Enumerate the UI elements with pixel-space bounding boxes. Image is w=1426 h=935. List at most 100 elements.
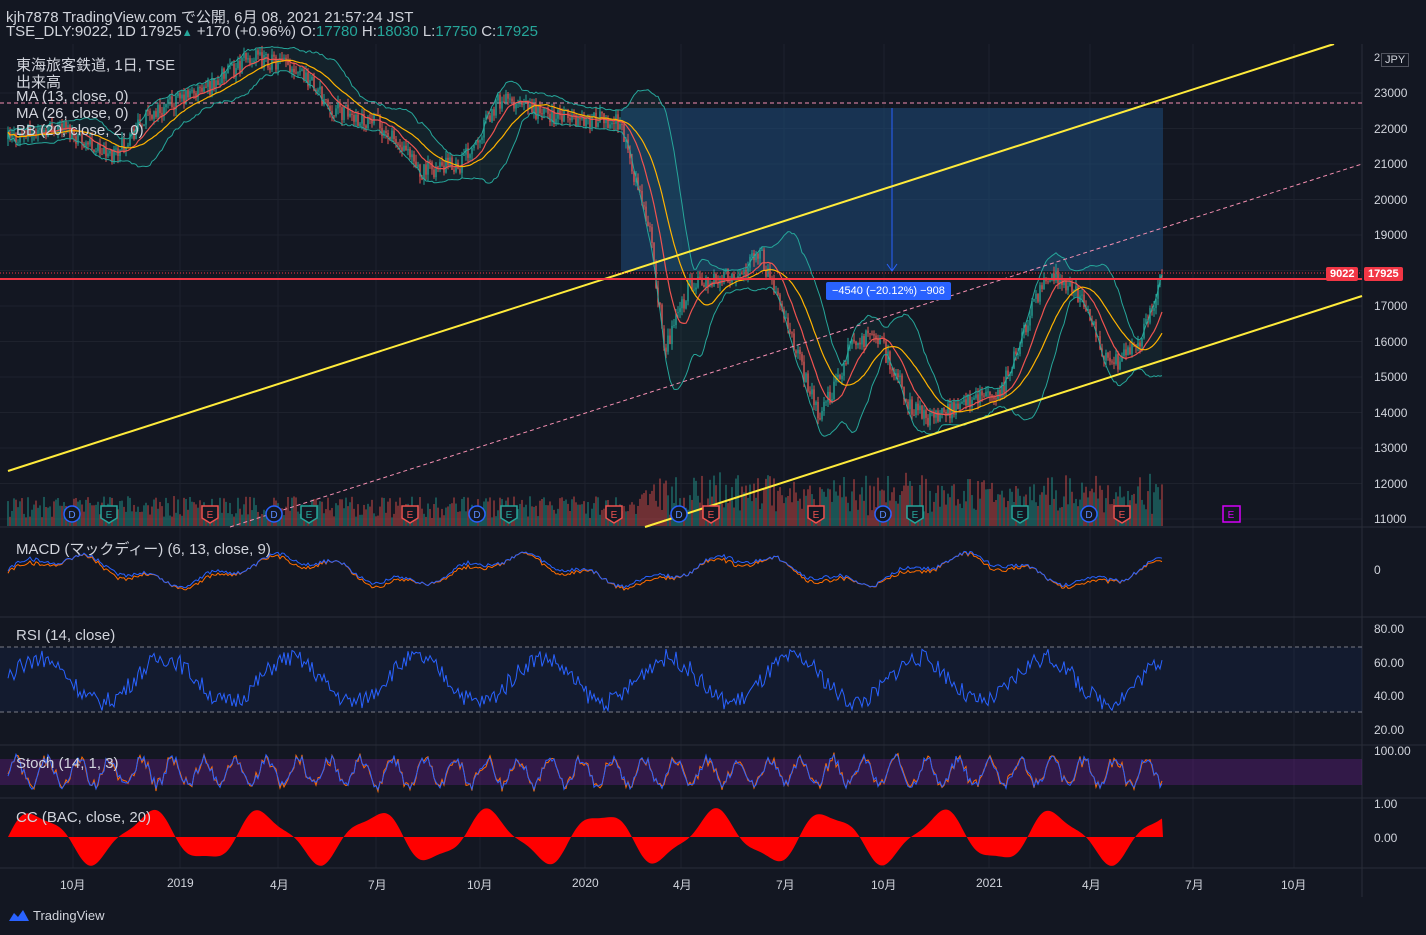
volume-bar — [1007, 500, 1009, 526]
volume-bar — [979, 498, 981, 526]
legend-ma26[interactable]: MA (26, close, 0) — [16, 105, 129, 122]
candle — [85, 142, 87, 148]
volume-bar — [635, 513, 637, 526]
volume-bar — [491, 517, 493, 526]
volume-bar — [223, 498, 225, 526]
candle — [243, 53, 245, 58]
cc-label[interactable]: CC (BAC, close, 20) — [16, 809, 152, 826]
candle — [409, 148, 411, 158]
volume-bar — [465, 511, 467, 526]
dividend-marker-label: D — [68, 510, 75, 521]
candle — [573, 114, 575, 116]
candle — [145, 110, 147, 125]
candle — [1003, 382, 1005, 393]
volume-bar — [531, 506, 533, 526]
candle — [183, 94, 185, 104]
candle — [981, 391, 983, 396]
candle — [827, 391, 829, 402]
candle — [335, 108, 337, 117]
legend-volume[interactable]: 出来高 — [16, 74, 62, 91]
candle — [1047, 281, 1049, 283]
earnings-marker — [1113, 505, 1131, 524]
candle — [555, 118, 557, 125]
candle — [929, 413, 931, 426]
candle — [71, 130, 73, 139]
candle — [49, 123, 51, 127]
legend-ma13[interactable]: MA (13, close, 0) — [16, 88, 129, 105]
candle — [691, 278, 693, 290]
volume-bar — [743, 492, 745, 526]
volume-bar — [647, 505, 649, 526]
volume-bar — [589, 517, 591, 526]
candle — [223, 68, 225, 79]
volume-bar — [51, 516, 53, 526]
volume-bar — [663, 483, 665, 526]
volume-bar — [447, 506, 449, 526]
volume-bar — [155, 497, 157, 526]
macd-label[interactable]: MACD (マックディー) (6, 13, close, 9) — [16, 541, 271, 558]
candle — [1141, 338, 1143, 347]
candle — [105, 147, 107, 157]
volume-bar — [671, 486, 673, 526]
volume-bar — [1051, 477, 1053, 526]
candle — [905, 399, 907, 402]
volume-bar — [521, 499, 523, 526]
candle — [1123, 349, 1125, 356]
stoch-label[interactable]: Stoch (14, 1, 3) — [16, 755, 119, 772]
candle — [459, 168, 461, 173]
candle — [917, 403, 919, 411]
candle — [235, 68, 237, 77]
candle — [689, 278, 691, 283]
dividend-marker-label: D — [473, 510, 480, 521]
candle — [613, 122, 615, 124]
rsi-label[interactable]: RSI (14, close) — [16, 627, 116, 644]
candle — [505, 93, 507, 103]
candle — [403, 145, 405, 151]
volume-bar — [1111, 504, 1113, 526]
candle — [485, 114, 487, 120]
volume-bar — [1065, 475, 1067, 526]
time-axis-label: 7月 — [776, 878, 795, 892]
stoch-d-line — [7, 752, 1163, 794]
candle — [27, 125, 29, 138]
future-earnings-marker-label: E — [1228, 510, 1235, 521]
volume-bar — [389, 498, 391, 526]
candle — [159, 104, 161, 114]
volume-bar — [29, 516, 31, 526]
dividend-marker-label: D — [879, 510, 886, 521]
candle — [167, 99, 169, 104]
volume-bar — [359, 514, 361, 526]
candle — [927, 417, 929, 426]
volume-bar — [149, 514, 151, 526]
candle — [491, 109, 493, 122]
volume-bar — [165, 497, 167, 526]
volume-bar — [713, 475, 715, 526]
candle — [327, 99, 329, 106]
volume-bar — [873, 486, 875, 526]
candle — [273, 54, 275, 57]
price-axis-label: 21000 — [1374, 157, 1408, 171]
volume-bar — [921, 475, 923, 526]
candle — [671, 325, 673, 345]
volume-bar — [493, 500, 495, 526]
footer-brand[interactable]: TradingView — [33, 908, 105, 923]
candle — [355, 114, 357, 122]
candle — [135, 129, 137, 139]
candle — [909, 399, 911, 410]
volume-bar — [37, 507, 39, 526]
currency-badge[interactable]: JPY — [1381, 53, 1410, 67]
candle — [333, 115, 335, 117]
candle — [1007, 370, 1009, 376]
volume-bar — [135, 511, 137, 526]
legend-symbol[interactable]: 東海旅客鉄道, 1日, TSE — [16, 57, 176, 74]
volume-bar — [181, 515, 183, 526]
close-value: 17925 — [496, 23, 538, 40]
volume-bar — [221, 512, 223, 526]
volume-bar — [789, 488, 791, 526]
candle — [747, 267, 749, 276]
tradingview-logo-icon[interactable] — [7, 908, 31, 922]
legend-bb[interactable]: BB (20, close, 2, 0) — [16, 122, 144, 139]
candle — [651, 227, 653, 244]
volume-bar — [383, 497, 385, 526]
